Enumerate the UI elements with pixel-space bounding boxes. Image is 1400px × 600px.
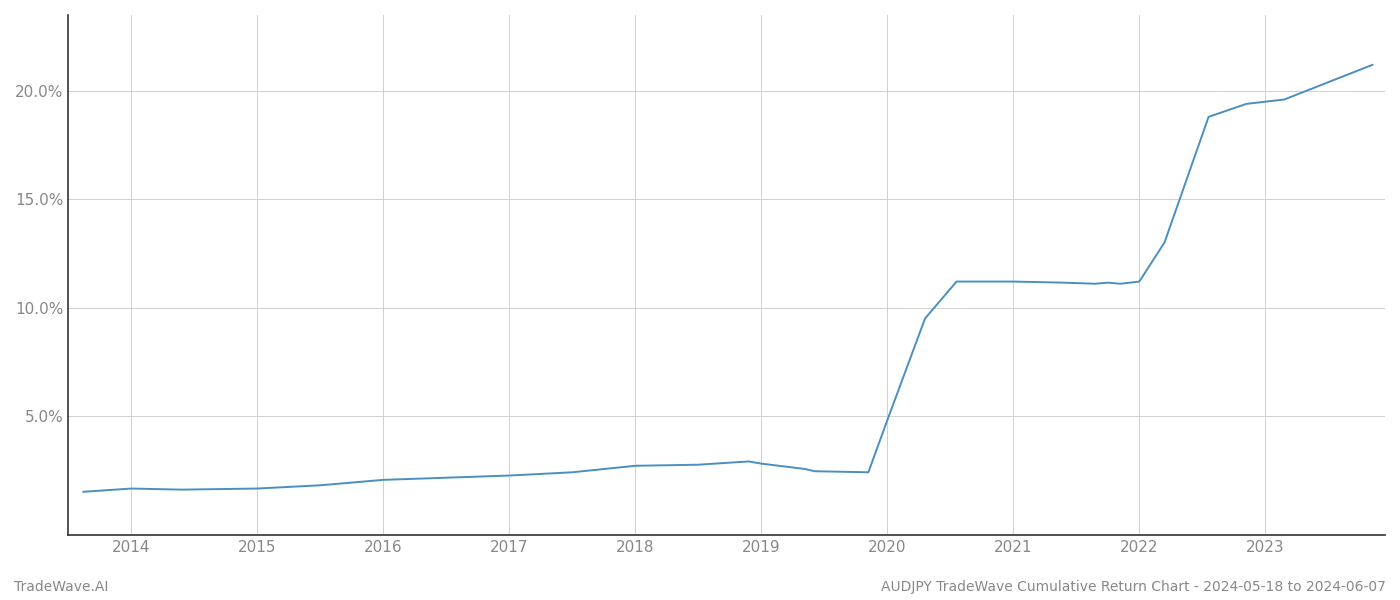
Text: AUDJPY TradeWave Cumulative Return Chart - 2024-05-18 to 2024-06-07: AUDJPY TradeWave Cumulative Return Chart…	[881, 580, 1386, 594]
Text: TradeWave.AI: TradeWave.AI	[14, 580, 108, 594]
